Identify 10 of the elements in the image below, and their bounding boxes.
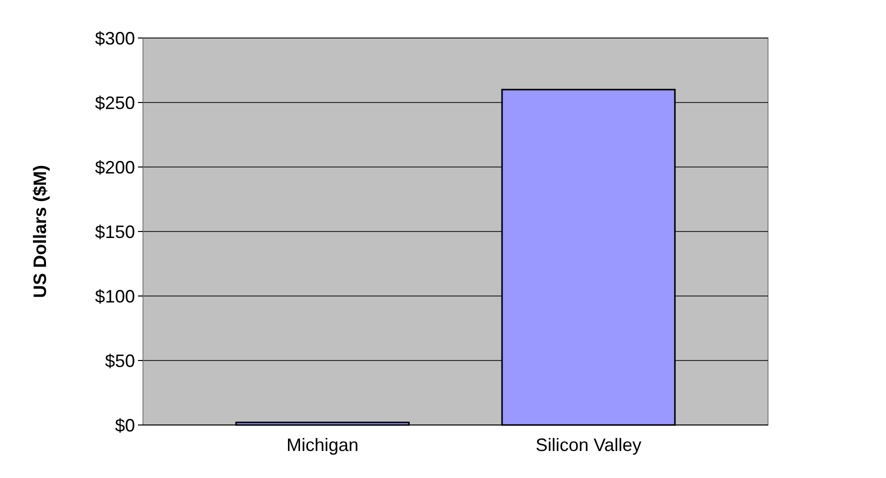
y-tick-label: $150 bbox=[94, 222, 135, 242]
y-tick-label: $0 bbox=[114, 415, 135, 436]
y-tick-label: $300 bbox=[94, 28, 135, 48]
y-tick-label: $100 bbox=[94, 286, 135, 306]
y-tick-label: $200 bbox=[94, 157, 135, 178]
x-tick-label: Silicon Valley bbox=[536, 435, 642, 455]
y-tick-label: $50 bbox=[104, 350, 135, 371]
y-axis-title: US Dollars ($M) bbox=[30, 164, 50, 298]
y-tick-label: $250 bbox=[94, 92, 135, 113]
x-tick-label: Michigan bbox=[286, 435, 359, 455]
